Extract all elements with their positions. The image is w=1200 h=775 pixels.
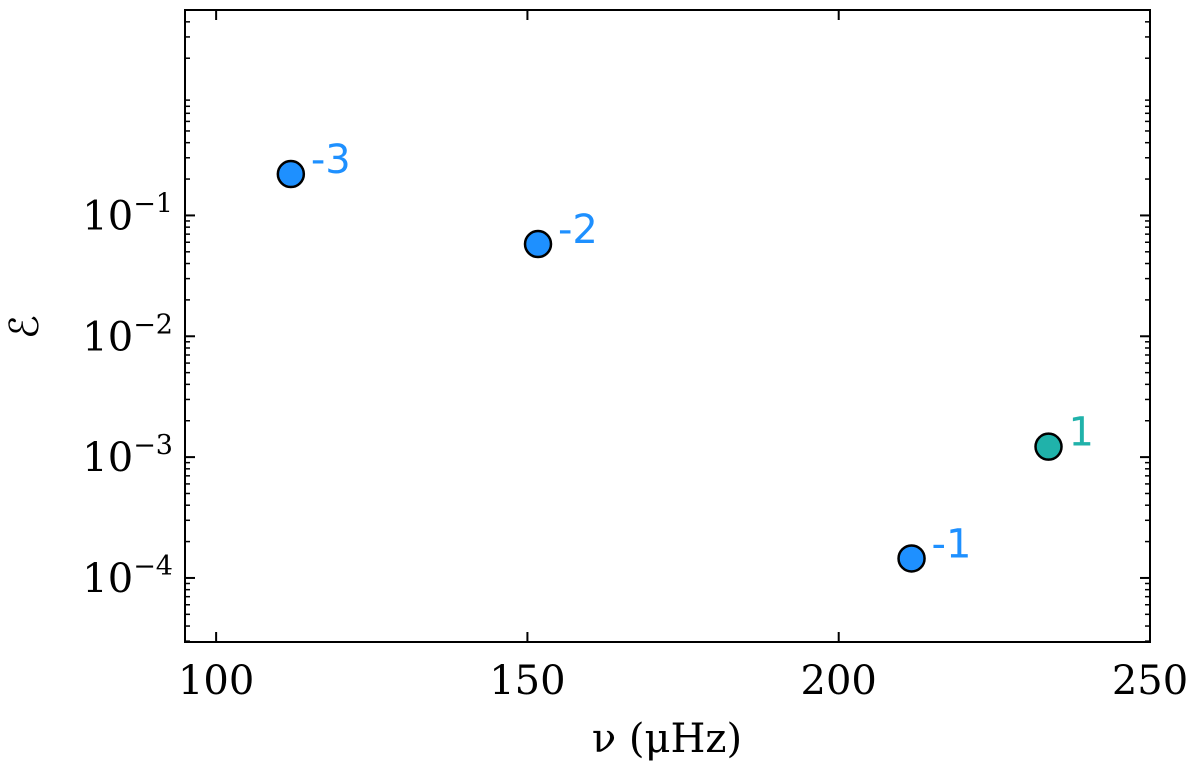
data-point [1034, 432, 1063, 461]
data-point [276, 159, 306, 189]
x-tick-label: 250 [1112, 658, 1188, 704]
data-point [523, 229, 553, 259]
x-tick-label: 100 [178, 658, 254, 704]
x-tick-label: 150 [489, 658, 565, 704]
y-tick-label: 10−3 [82, 430, 173, 481]
point-label: -1 [932, 521, 972, 567]
y-tick-label: 10−1 [82, 188, 173, 239]
axis-ticks: 100 150 200 250 10−1 10−2 10−3 10−4 [82, 9, 1188, 704]
point-label: 1 [1069, 410, 1094, 456]
x-axis-title: ν (μHz) [592, 716, 742, 762]
data-points: -3 -2 -1 1 [276, 137, 1094, 573]
y-axis-title: ℰ [2, 315, 48, 339]
x-tick-label: 200 [801, 658, 877, 704]
y-tick-label: 10−2 [82, 309, 173, 360]
y-tick-label: 10−4 [82, 551, 173, 602]
point-label: -2 [558, 207, 598, 253]
plot-frame [184, 9, 1151, 643]
point-label: -3 [311, 137, 351, 183]
data-point [897, 544, 926, 573]
